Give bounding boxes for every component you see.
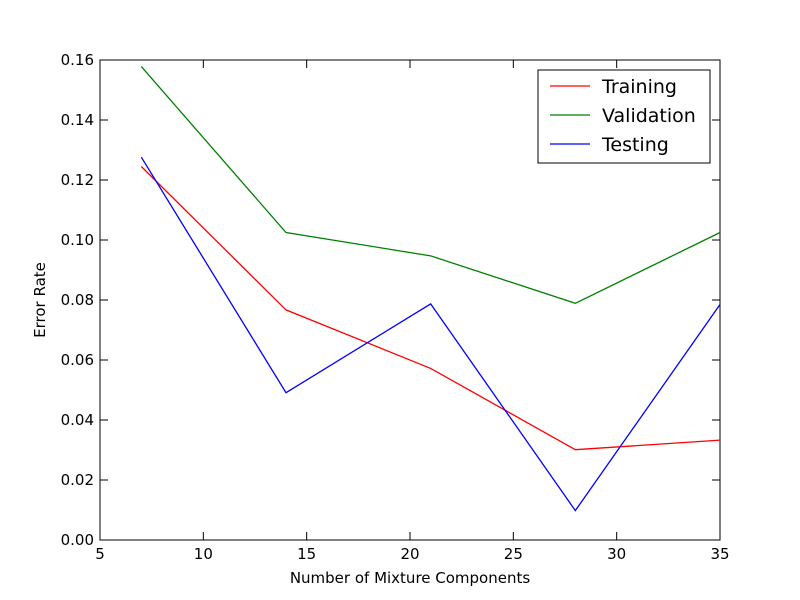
y-tick-label: 0.08 [61, 291, 94, 309]
x-tick-label: 15 [297, 545, 316, 563]
y-tick-label: 0.12 [61, 171, 94, 189]
axis-ticks [99, 59, 721, 541]
x-axis-label: Number of Mixture Components [290, 569, 531, 587]
legend-label-testing: Testing [601, 134, 669, 156]
x-tick-label: 25 [504, 545, 523, 563]
tick-labels: 5 10 15 20 25 30 35 0.00 0.02 0.04 0.06 0.08 0.10 0.1… [61, 51, 730, 563]
x-tick-label: 20 [400, 545, 419, 563]
y-axis-label: Error Rate [31, 262, 49, 338]
x-tick-label: 30 [607, 545, 626, 563]
y-tick-label: 0.16 [61, 51, 94, 69]
y-tick-label: 0.02 [61, 471, 94, 489]
y-tick-label: 0.04 [61, 411, 94, 429]
x-tick-label: 35 [710, 545, 729, 563]
y-tick-label: 0.14 [61, 111, 94, 129]
y-tick-label: 0.10 [61, 231, 94, 249]
x-tick-label: 10 [194, 545, 213, 563]
y-tick-label: 0.00 [61, 531, 94, 549]
series-line-training [140, 166, 721, 451]
legend-label-validation: Validation [602, 105, 696, 127]
x-tick-label: 5 [95, 545, 105, 563]
legend: Training Validation Testing [537, 69, 711, 164]
series-line-testing [140, 156, 721, 512]
series-lines [140, 66, 721, 512]
y-tick-label: 0.06 [61, 351, 94, 369]
legend-label-training: Training [601, 76, 677, 98]
